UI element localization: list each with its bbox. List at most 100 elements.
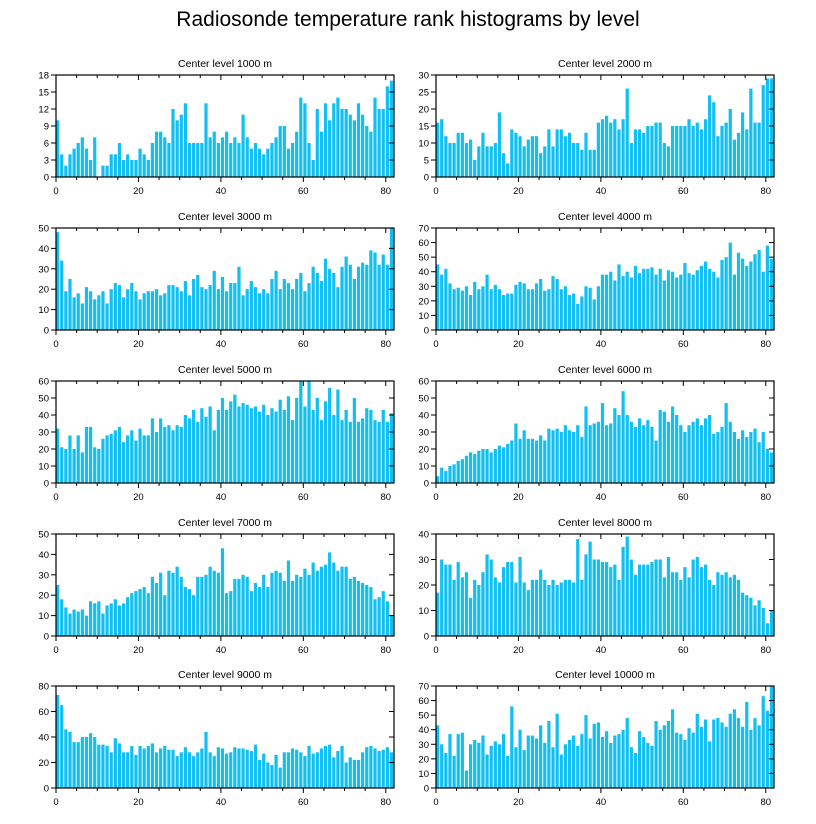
- panel-title: Center level 1000 m: [178, 58, 272, 70]
- bar: [319, 420, 324, 483]
- bar: [596, 421, 600, 483]
- bar: [708, 268, 712, 330]
- bar: [609, 742, 613, 788]
- bar: [361, 752, 365, 788]
- bar: [356, 759, 361, 788]
- bar: [105, 605, 109, 636]
- bar: [369, 587, 373, 636]
- bar: [183, 415, 187, 483]
- panel-title: Center level 5000 m: [178, 364, 272, 376]
- bar: [356, 421, 361, 483]
- bar: [192, 279, 196, 330]
- y-tick-label: 70: [418, 224, 429, 235]
- bar: [563, 425, 567, 483]
- panel-5: Center level 5000 m 0 20 40 60 80 0 10 20 30 40 50 6…: [38, 364, 395, 503]
- bar: [444, 564, 448, 636]
- bar: [543, 290, 547, 330]
- bar: [724, 403, 728, 483]
- bar: [444, 753, 448, 788]
- bar: [716, 136, 720, 177]
- bar: [274, 270, 278, 330]
- panel-6: Center level 6000 m 0 20 40 60 80 0 10 20 30 40 50 6…: [418, 364, 775, 503]
- bar: [192, 143, 196, 177]
- bar: [93, 299, 97, 330]
- bar: [547, 129, 551, 177]
- bar: [596, 559, 600, 636]
- bar: [728, 242, 732, 330]
- bar: [97, 449, 101, 483]
- y-tick-label: 50: [38, 394, 49, 405]
- bar: [753, 605, 757, 636]
- bar: [179, 752, 183, 788]
- bar: [757, 442, 761, 483]
- bar: [670, 709, 675, 788]
- bar: [109, 603, 113, 636]
- bar: [303, 406, 307, 483]
- y-tick-label: 30: [418, 71, 429, 82]
- bar: [526, 438, 530, 483]
- y-tick-label: 30: [418, 428, 429, 439]
- bar: [749, 88, 753, 177]
- plot-frame: [435, 685, 775, 789]
- panel-title: Center level 4000 m: [558, 211, 652, 223]
- bar: [93, 447, 97, 483]
- bar: [361, 582, 365, 636]
- bar: [200, 408, 204, 483]
- bar: [600, 403, 605, 483]
- bar: [126, 289, 130, 330]
- bar: [171, 572, 175, 636]
- bar: [369, 745, 373, 788]
- y-tick-label: 60: [418, 377, 429, 388]
- bar: [192, 595, 196, 636]
- bar: [389, 413, 394, 483]
- bar: [547, 585, 551, 636]
- bar: [389, 752, 394, 788]
- bar: [749, 597, 753, 636]
- bar: [551, 747, 555, 788]
- y-tick-label: 10: [418, 462, 429, 473]
- x-tick-label: 60: [678, 797, 689, 808]
- y-tick-label: 50: [418, 394, 429, 405]
- bar: [340, 566, 344, 636]
- bar: [121, 160, 126, 177]
- bar: [440, 467, 444, 483]
- bar: [270, 408, 274, 483]
- bar: [377, 421, 381, 483]
- bar: [464, 143, 469, 177]
- x-tick-label: 60: [298, 492, 309, 503]
- bar: [629, 143, 633, 177]
- bar: [220, 276, 225, 330]
- bar: [361, 114, 365, 177]
- bar: [299, 576, 303, 636]
- bar: [436, 592, 440, 636]
- bar: [588, 149, 592, 177]
- y-tick-label: 20: [418, 754, 429, 765]
- bar: [736, 132, 741, 177]
- y-tick-label: 40: [418, 725, 429, 736]
- bar: [154, 582, 159, 636]
- bar: [220, 748, 225, 788]
- bar: [88, 733, 93, 788]
- bar: [336, 751, 340, 788]
- bar: [253, 744, 258, 788]
- bar: [266, 587, 270, 636]
- bar: [233, 394, 237, 483]
- bar: [728, 109, 732, 177]
- bar: [315, 570, 319, 636]
- panel-9: Center level 9000 m 0 20 40 60 80 0 20 40 60 80: [38, 669, 395, 808]
- bar: [175, 566, 179, 636]
- bar: [481, 735, 485, 788]
- bar: [530, 579, 535, 636]
- bar: [563, 744, 567, 788]
- y-tick-label: 6: [44, 139, 49, 150]
- bar: [84, 615, 89, 636]
- bar: [522, 430, 526, 483]
- bar: [732, 274, 736, 330]
- bar: [266, 293, 270, 330]
- x-tick-label: 60: [678, 492, 689, 503]
- bar: [204, 416, 208, 483]
- bar: [328, 552, 332, 636]
- bar: [481, 572, 485, 636]
- bar: [233, 747, 237, 788]
- bar: [543, 440, 547, 483]
